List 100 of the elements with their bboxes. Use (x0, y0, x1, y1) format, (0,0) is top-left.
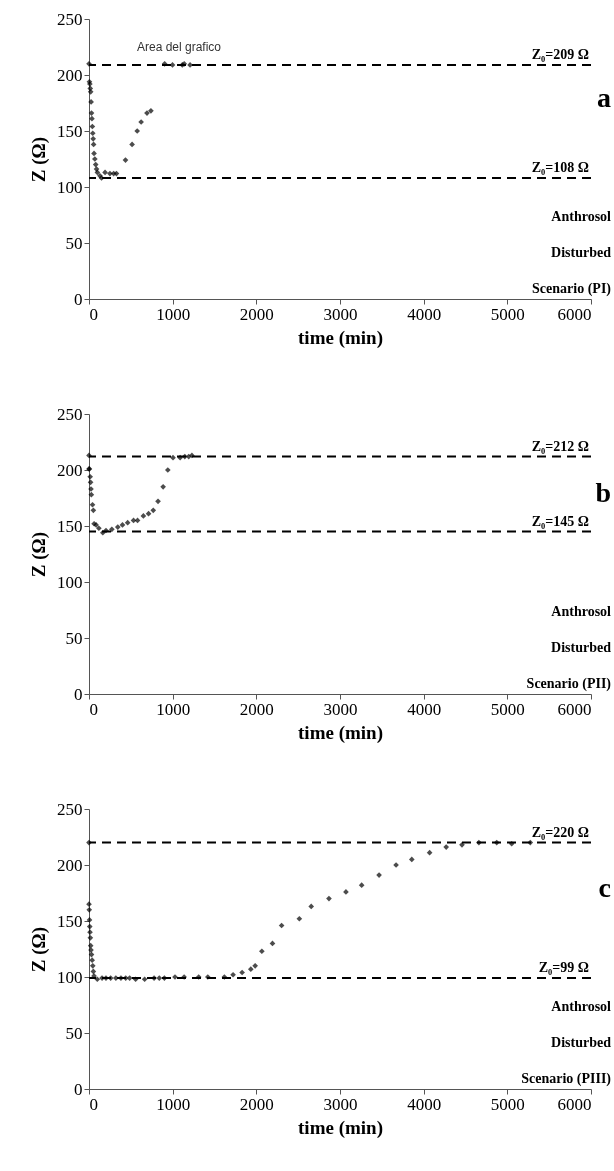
x-tick-label: 0 (89, 304, 98, 324)
y-tick-label: 0 (74, 684, 83, 704)
annotation: Anthrosol (551, 999, 612, 1014)
point (109, 526, 115, 533)
text: b (595, 477, 611, 508)
y-tick-label: 200 (57, 65, 83, 85)
point (343, 889, 349, 895)
ref-line-label: Z₀=99 Ω (538, 960, 589, 976)
point (296, 915, 303, 922)
x-tick-label: 2000 (239, 1094, 274, 1114)
point (259, 948, 265, 955)
text: c (598, 872, 611, 903)
point (102, 169, 108, 176)
point (160, 483, 166, 490)
y-tick-label: 0 (74, 289, 83, 309)
point (87, 479, 94, 486)
x-tick-label: 5000 (490, 1094, 525, 1114)
x-tick-label: 1000 (156, 699, 191, 719)
point (87, 942, 94, 949)
y-tick-label: 200 (57, 460, 83, 480)
point (87, 934, 94, 941)
point (91, 150, 97, 157)
x-tick-label: 2000 (239, 699, 274, 719)
ref-line-label: Z₀=145 Ω (531, 513, 589, 529)
y-tick-label: 50 (65, 1023, 83, 1043)
x-tick-label: 2000 (239, 304, 274, 324)
point (247, 966, 254, 972)
x-tick-label: 1000 (156, 1094, 191, 1114)
point (126, 975, 133, 981)
point (87, 88, 94, 95)
y-tick-label: 0 (74, 1079, 83, 1099)
point (90, 507, 97, 514)
point (88, 491, 95, 498)
x-tick-label: 3000 (323, 304, 358, 324)
y-tick-label: 100 (57, 572, 83, 592)
point (134, 128, 141, 134)
point (426, 849, 433, 856)
y-tick-label: 100 (57, 967, 83, 987)
point (326, 895, 332, 902)
y-tick-label: 250 (57, 9, 83, 29)
annotation: Anthrosol (551, 209, 612, 224)
point (170, 454, 176, 461)
point (308, 903, 315, 910)
point (89, 957, 96, 964)
point (86, 906, 93, 913)
annotation: Disturbed (551, 1035, 612, 1050)
point (140, 513, 147, 519)
y-tick-label: 150 (57, 911, 83, 931)
y-tick-label: 250 (57, 799, 83, 819)
annotation: Anthrosol (551, 604, 612, 619)
point (408, 856, 415, 863)
annotation: Scenario (PII) (526, 676, 612, 692)
x-tick-label: 0 (89, 1094, 98, 1114)
point (239, 969, 245, 976)
x-tick-label: 4000 (407, 699, 442, 719)
y-tick-label: 150 (57, 516, 83, 536)
x-tick-label: 6000 (557, 699, 592, 719)
x-axis-title: time (min) (298, 326, 383, 349)
point (169, 62, 176, 68)
x-tick-label: 5000 (490, 304, 525, 324)
point (230, 971, 236, 978)
point (129, 141, 135, 148)
point (119, 522, 126, 528)
point (86, 917, 93, 923)
y-tick-label: 150 (57, 121, 83, 141)
x-tick-label: 0 (89, 699, 98, 719)
point (86, 452, 92, 459)
point (122, 157, 129, 163)
point (150, 507, 157, 514)
point (90, 136, 97, 142)
point (86, 901, 92, 908)
y-tick-label: 250 (57, 404, 83, 424)
x-tick-label: 6000 (557, 1094, 592, 1114)
ref-line-label: Z₀=108 Ω (531, 160, 589, 176)
point (156, 975, 163, 981)
x-tick-label: 1000 (156, 304, 191, 324)
point (164, 467, 171, 473)
y-axis-title: Z (Ω) (28, 926, 50, 973)
point (88, 110, 95, 116)
point (358, 882, 365, 888)
point (114, 524, 121, 530)
point (155, 498, 161, 505)
point (87, 473, 93, 480)
x-tick-label: 4000 (407, 304, 442, 324)
annotation: Disturbed (551, 245, 612, 260)
point (252, 962, 258, 969)
y-tick-label: 50 (65, 233, 83, 253)
x-tick-label: 3000 (323, 699, 358, 719)
ref-line-label: Z₀=220 Ω (531, 824, 589, 840)
annotation: Area del grafico (136, 40, 222, 54)
point (148, 108, 154, 114)
y-tick-label: 50 (65, 628, 83, 648)
x-tick-label: 3000 (323, 1094, 358, 1114)
point (89, 115, 95, 122)
point (89, 501, 96, 508)
point (89, 130, 96, 137)
point (88, 99, 94, 105)
x-tick-label: 6000 (557, 304, 592, 324)
point (86, 60, 92, 67)
x-tick-label: 4000 (407, 1094, 442, 1114)
